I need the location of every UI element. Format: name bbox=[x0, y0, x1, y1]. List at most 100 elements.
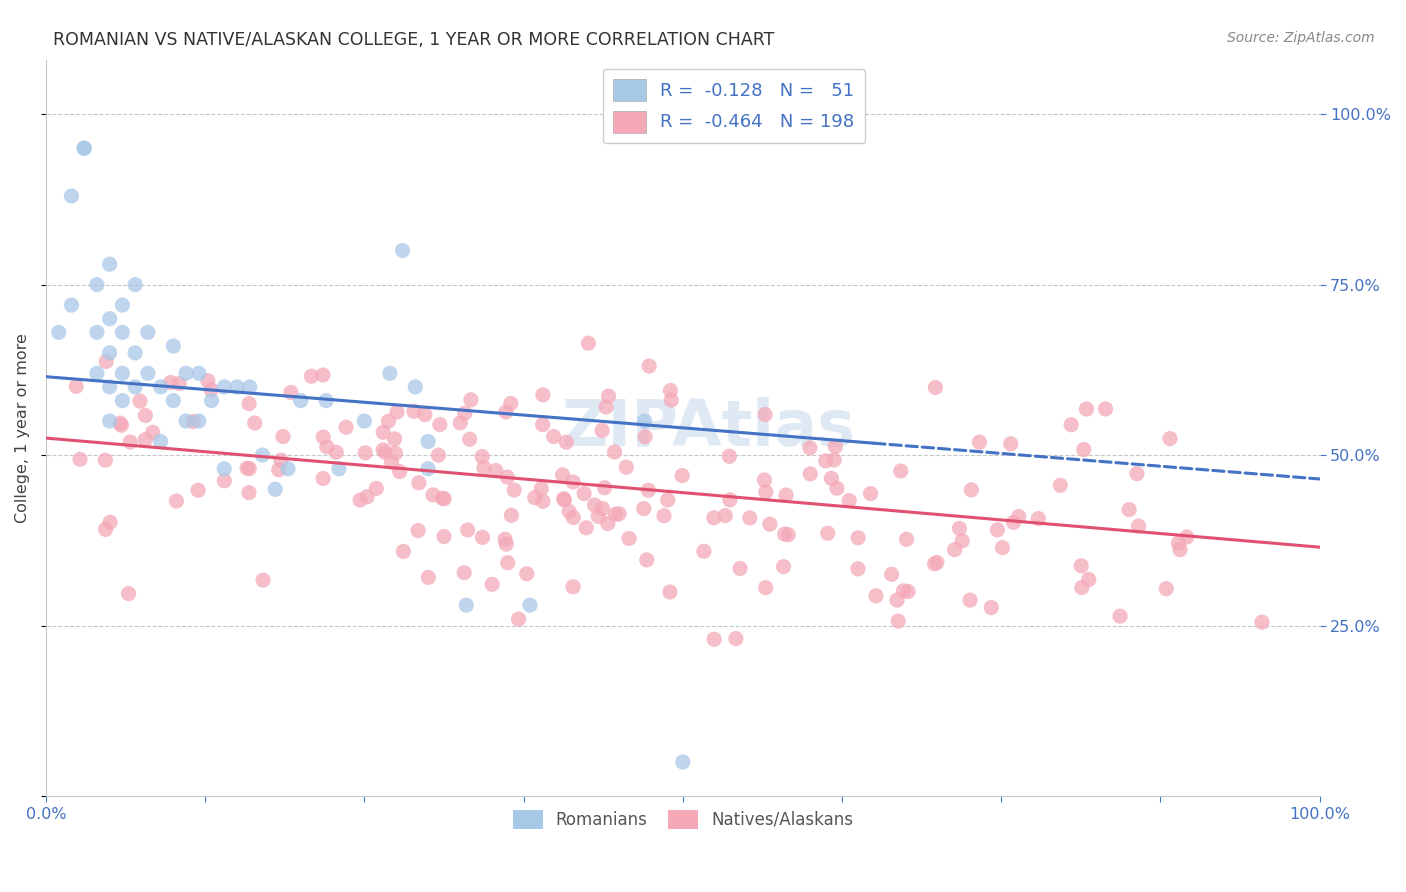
Point bbox=[598, 389, 620, 403]
Point bbox=[384, 446, 406, 460]
Point bbox=[1076, 402, 1098, 417]
Point bbox=[1168, 542, 1191, 557]
Point bbox=[553, 491, 575, 506]
Point bbox=[755, 484, 778, 499]
Point bbox=[187, 414, 209, 428]
Point bbox=[558, 504, 581, 518]
Point bbox=[159, 376, 181, 390]
Point bbox=[460, 392, 482, 407]
Point bbox=[167, 376, 190, 391]
Point bbox=[775, 488, 797, 502]
Point bbox=[73, 141, 96, 155]
Point bbox=[94, 522, 117, 536]
Point bbox=[427, 448, 450, 462]
Point bbox=[98, 515, 121, 529]
Point bbox=[880, 567, 903, 582]
Point bbox=[562, 475, 585, 489]
Point bbox=[315, 393, 337, 408]
Point bbox=[496, 556, 519, 570]
Y-axis label: College, 1 year or more: College, 1 year or more bbox=[15, 333, 30, 523]
Point bbox=[433, 529, 456, 543]
Point bbox=[817, 526, 839, 541]
Point bbox=[402, 404, 425, 418]
Point bbox=[865, 589, 887, 603]
Point bbox=[754, 408, 776, 422]
Point bbox=[530, 482, 553, 496]
Point bbox=[823, 453, 845, 467]
Point bbox=[718, 450, 741, 464]
Point bbox=[120, 435, 142, 450]
Point bbox=[494, 533, 516, 547]
Point bbox=[174, 414, 197, 428]
Point bbox=[1094, 401, 1116, 416]
Point bbox=[523, 491, 546, 505]
Point bbox=[636, 553, 658, 567]
Point bbox=[728, 561, 751, 575]
Point bbox=[408, 475, 430, 490]
Point bbox=[187, 366, 209, 380]
Point bbox=[377, 414, 399, 428]
Point bbox=[267, 463, 290, 477]
Point bbox=[543, 429, 565, 443]
Point bbox=[1159, 432, 1181, 446]
Point bbox=[162, 339, 184, 353]
Point bbox=[111, 326, 134, 340]
Point bbox=[453, 566, 475, 580]
Point bbox=[471, 530, 494, 544]
Point bbox=[893, 583, 915, 598]
Point bbox=[1118, 502, 1140, 516]
Point bbox=[531, 494, 554, 508]
Point bbox=[634, 430, 657, 444]
Point bbox=[94, 453, 117, 467]
Point bbox=[1077, 573, 1099, 587]
Point bbox=[897, 584, 920, 599]
Point bbox=[659, 384, 682, 398]
Point bbox=[772, 559, 794, 574]
Point bbox=[576, 336, 599, 351]
Point bbox=[280, 385, 302, 400]
Point bbox=[96, 354, 118, 368]
Point bbox=[596, 516, 619, 531]
Point bbox=[200, 383, 222, 397]
Point bbox=[418, 570, 440, 584]
Point bbox=[1008, 509, 1031, 524]
Point bbox=[814, 454, 837, 468]
Point bbox=[433, 491, 456, 506]
Point bbox=[429, 417, 451, 432]
Point bbox=[391, 244, 413, 258]
Point bbox=[986, 523, 1008, 537]
Point bbox=[607, 507, 630, 521]
Point bbox=[1070, 558, 1092, 573]
Point bbox=[98, 346, 121, 360]
Point bbox=[312, 430, 335, 444]
Point bbox=[846, 562, 869, 576]
Point bbox=[503, 483, 526, 497]
Point bbox=[693, 544, 716, 558]
Point bbox=[65, 379, 87, 393]
Point bbox=[925, 555, 948, 569]
Point bbox=[252, 448, 274, 462]
Point bbox=[416, 462, 439, 476]
Point bbox=[69, 452, 91, 467]
Point bbox=[142, 425, 165, 440]
Point bbox=[378, 366, 401, 380]
Point bbox=[181, 415, 204, 429]
Point bbox=[481, 577, 503, 591]
Point bbox=[657, 492, 679, 507]
Point bbox=[366, 482, 388, 496]
Point bbox=[555, 435, 578, 450]
Point bbox=[312, 471, 335, 485]
Point bbox=[373, 442, 395, 457]
Point bbox=[277, 462, 299, 476]
Point bbox=[432, 491, 454, 506]
Point bbox=[471, 450, 494, 464]
Point bbox=[799, 467, 821, 481]
Point bbox=[1073, 442, 1095, 457]
Point bbox=[960, 483, 983, 497]
Point bbox=[586, 509, 609, 524]
Point bbox=[325, 445, 347, 459]
Point bbox=[924, 557, 946, 571]
Point bbox=[671, 468, 693, 483]
Point bbox=[349, 493, 371, 508]
Point bbox=[48, 326, 70, 340]
